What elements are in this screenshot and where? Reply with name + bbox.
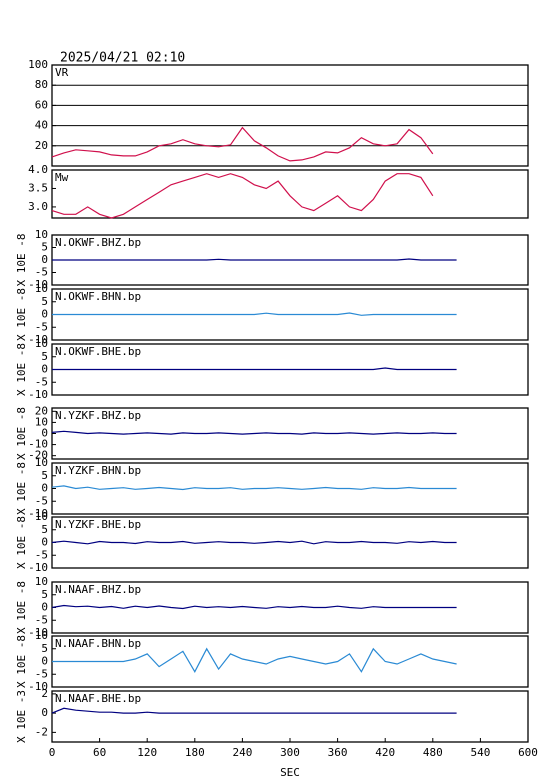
y-tick-label: -10 — [28, 333, 48, 346]
y-tick-label: 0 — [41, 363, 48, 376]
y-tick-label: 10 — [35, 337, 48, 350]
panel-label: N.NAAF.BHN.bp — [55, 637, 141, 650]
panel-label: N.NAAF.BHZ.bp — [55, 583, 141, 596]
x-tick-label: 480 — [423, 746, 443, 759]
panel-label: N.OKWF.BHZ.bp — [55, 236, 141, 249]
y-tick-label: -10 — [28, 626, 48, 639]
y-tick-label: 10 — [35, 415, 48, 428]
y-tick-label: 10 — [35, 510, 48, 523]
y-tick-label: 5 — [41, 523, 48, 536]
y-tick-label: 80 — [35, 78, 48, 91]
y-tick-label: -5 — [35, 613, 48, 626]
y-tick-label: -5 — [35, 375, 48, 388]
data-line — [51, 604, 457, 610]
data-line — [51, 540, 457, 545]
y-tick-label: 0 — [41, 482, 48, 495]
panel-label: N.YZKF.BHZ.bp — [55, 409, 141, 422]
y-tick-label: 10 — [35, 629, 48, 642]
panel-frame — [51, 169, 529, 219]
panel-label: VR — [55, 66, 69, 79]
panel-label: N.NAAF.BHE.bp — [55, 692, 141, 705]
y-tick-label: 60 — [35, 98, 48, 111]
x-tick-label: 540 — [470, 746, 490, 759]
y-tick-label: 5 — [41, 469, 48, 482]
panel-label: N.OKWF.BHE.bp — [55, 345, 141, 358]
x-tick-label: 300 — [280, 746, 300, 759]
y-tick-label: 5 — [41, 350, 48, 363]
x-tick-label: 600 — [518, 746, 538, 759]
panel-label: Mw — [55, 171, 69, 184]
y-tick-label: 0 — [41, 601, 48, 614]
y-tick-label: 0 — [41, 536, 48, 549]
y-axis-label: X 10E -8 — [15, 581, 28, 634]
y-axis-label: X 10E -8 — [15, 343, 28, 396]
y-axis-label: X 10E -8 — [15, 407, 28, 460]
y-tick-label: 0 — [41, 427, 48, 440]
y-tick-label: 4.0 — [28, 163, 48, 176]
y-tick-label: 0 — [41, 308, 48, 321]
y-tick-label: 10 — [35, 456, 48, 469]
y-tick-label: 10 — [35, 228, 48, 241]
y-tick-label: -10 — [28, 507, 48, 520]
x-tick-label: 180 — [185, 746, 205, 759]
y-tick-label: 10 — [35, 575, 48, 588]
x-tick-label: 420 — [375, 746, 395, 759]
y-tick-label: 3.5 — [28, 181, 48, 194]
data-line — [52, 647, 457, 673]
y-tick-label: -2 — [35, 725, 48, 738]
y-axis-label: X 10E -8 — [15, 288, 28, 341]
data-line — [52, 367, 457, 371]
y-tick-label: 3.0 — [28, 200, 48, 213]
y-tick-label: 100 — [28, 58, 48, 71]
y-tick-label: -5 — [35, 494, 48, 507]
y-tick-label: -10 — [28, 388, 48, 401]
y-tick-label: 2 — [41, 687, 48, 700]
y-tick-label: -10 — [28, 561, 48, 574]
y-tick-label: -5 — [35, 266, 48, 279]
y-tick-label: 20 — [35, 139, 48, 152]
y-tick-label: 10 — [35, 282, 48, 295]
y-tick-label: 40 — [35, 119, 48, 132]
y-tick-label: 20 — [35, 404, 48, 417]
y-tick-label: -5 — [35, 320, 48, 333]
x-tick-label: 0 — [49, 746, 56, 759]
y-tick-label: 0 — [41, 655, 48, 668]
panel-label: N.YZKF.BHN.bp — [55, 464, 141, 477]
x-tick-label: 120 — [137, 746, 157, 759]
y-tick-label: -10 — [28, 680, 48, 693]
y-tick-label: 5 — [41, 295, 48, 308]
y-axis-label: X 10E -8 — [15, 234, 28, 287]
panel-frame — [51, 64, 529, 167]
x-tick-label: 360 — [328, 746, 348, 759]
data-line — [51, 430, 457, 435]
data-line — [51, 173, 434, 219]
y-axis-label: X 10E -8 — [15, 462, 28, 515]
data-line — [51, 485, 457, 491]
y-tick-label: -5 — [35, 548, 48, 561]
panel-label: N.YZKF.BHE.bp — [55, 518, 141, 531]
y-tick-label: -10 — [28, 438, 48, 451]
y-tick-label: 0 — [41, 253, 48, 266]
y-axis-label: X 10E -8 — [15, 516, 28, 569]
y-axis-label: X 10E -8 — [15, 635, 28, 688]
y-tick-label: -5 — [35, 667, 48, 680]
x-tick-label: 60 — [93, 746, 106, 759]
y-tick-label: 5 — [41, 241, 48, 254]
y-tick-label: -10 — [28, 278, 48, 291]
y-tick-label: 5 — [41, 642, 48, 655]
y-tick-label: 0 — [41, 706, 48, 719]
x-tick-label: 240 — [232, 746, 252, 759]
panel-label: N.OKWF.BHN.bp — [55, 290, 141, 303]
data-line — [52, 312, 457, 316]
y-tick-label: -20 — [28, 449, 48, 462]
x-axis-label: SEC — [280, 766, 300, 779]
chart-title: 2025/04/21 02:10 — [60, 51, 185, 66]
data-line — [52, 258, 457, 261]
y-tick-label: 5 — [41, 588, 48, 601]
data-line — [51, 126, 434, 162]
y-axis-label: X 10E -3 — [15, 690, 28, 743]
data-line — [51, 707, 457, 714]
